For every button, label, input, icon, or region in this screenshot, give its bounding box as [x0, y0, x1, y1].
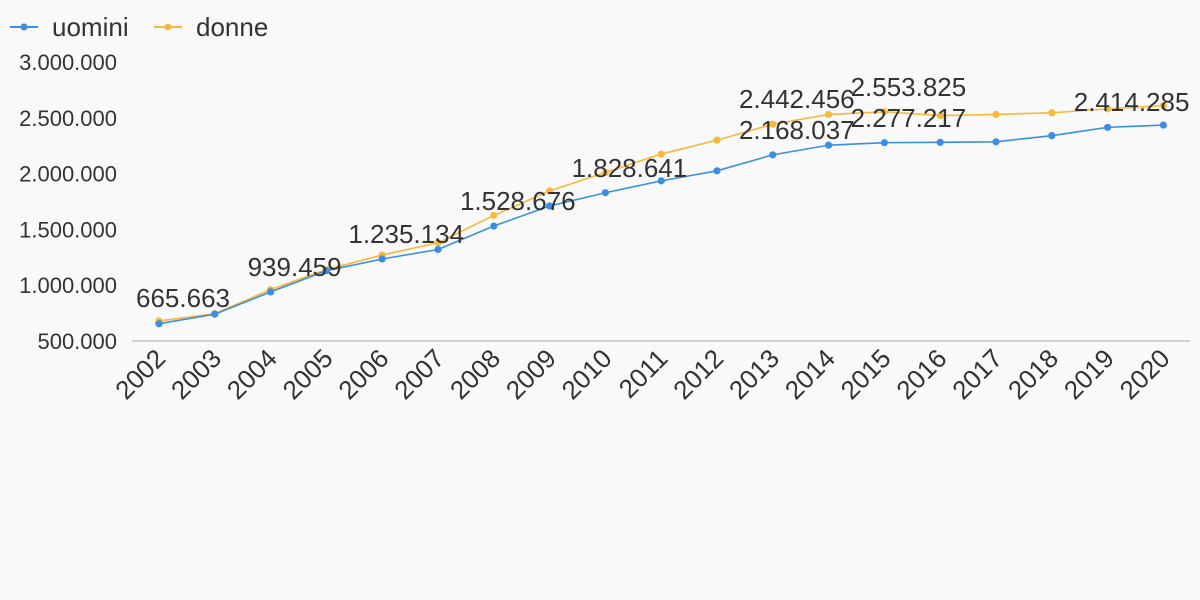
x-tick-label: 2015 [835, 343, 897, 405]
data-point-donne [434, 239, 442, 247]
data-point-uomini [211, 310, 219, 318]
x-tick-label: 2003 [165, 343, 227, 405]
data-point-donne [992, 110, 1000, 119]
y-axis: 3.000.000 2.500.000 2.000.000 1.500.000 1.00… [19, 50, 117, 354]
data-point-uomini [713, 167, 721, 175]
x-tick-label: 2007 [388, 343, 450, 405]
data-point-donne [880, 108, 889, 116]
data-label: 2.168.037 [739, 115, 855, 145]
data-point-donne [713, 136, 721, 144]
x-tick-label: 2011 [613, 343, 674, 404]
y-tick-label: 2.000.000 [19, 162, 117, 187]
x-tick-label: 2006 [332, 343, 394, 405]
data-point-donne [657, 150, 665, 158]
x-tick-label: 2016 [890, 343, 952, 405]
data-point-donne [601, 168, 610, 177]
data-label: 2.277.217 [851, 103, 967, 133]
series-donne [155, 101, 1167, 325]
data-point-uomini [267, 288, 275, 296]
x-tick-label: 2010 [556, 343, 618, 405]
data-point-uomini [1159, 121, 1167, 129]
x-tick-label: 2009 [500, 343, 562, 405]
data-point-uomini [155, 320, 163, 328]
data-label: 1.828.641 [572, 153, 688, 183]
data-labels: 665.663 939.4591.235.1341.528.6761.828.64… [136, 72, 1189, 313]
data-label: 2.553.825 [851, 72, 967, 102]
legend-marker-donne [164, 23, 172, 31]
x-tick-label: 2013 [723, 343, 785, 405]
data-point-uomini [378, 255, 386, 263]
data-point-uomini [434, 245, 442, 254]
data-point-uomini [490, 222, 498, 230]
data-label: 1.235.134 [348, 219, 464, 249]
data-point-uomini [880, 139, 889, 147]
x-tick-label: 2017 [946, 343, 1008, 405]
data-point-donne [546, 187, 554, 195]
x-tick-label: 2002 [109, 343, 171, 405]
data-point-uomini [322, 267, 330, 275]
legend: uomini donne [10, 12, 268, 42]
y-tick-label: 3.000.000 [19, 50, 117, 75]
data-point-donne [490, 211, 498, 220]
data-label: 939.459 [248, 252, 342, 282]
data-point-donne [1048, 109, 1056, 117]
x-tick-label: 2012 [667, 343, 729, 405]
y-tick-label: 1.000.000 [19, 273, 117, 298]
y-tick-label: 1.500.000 [19, 217, 117, 242]
data-point-uomini [601, 189, 610, 197]
data-label: 2.442.456 [739, 84, 855, 114]
data-point-uomini [936, 138, 944, 146]
data-point-uomini [657, 177, 665, 185]
data-point-donne [825, 110, 833, 119]
x-tick-label: 2014 [779, 343, 841, 405]
data-point-donne [936, 111, 944, 120]
data-point-uomini [1048, 132, 1056, 140]
data-point-uomini [769, 151, 777, 159]
data-point-donne [1159, 101, 1167, 110]
x-tick-label: 2018 [1002, 343, 1064, 405]
legend-label-uomini: uomini [52, 12, 129, 42]
data-point-donne [1104, 105, 1112, 113]
series-uomini [155, 121, 1167, 328]
data-label: 1.528.676 [460, 186, 576, 216]
x-tick-label: 2020 [1114, 343, 1176, 405]
data-point-uomini [1104, 123, 1112, 131]
x-tick-label: 2005 [277, 343, 339, 405]
x-axis: 2002200320042005200620072008200920102011… [109, 340, 1190, 405]
data-point-uomini [992, 138, 1000, 146]
data-point-donne [769, 120, 777, 128]
legend-label-donne: donne [196, 12, 268, 42]
data-point-uomini [825, 141, 833, 149]
legend-marker-uomini [20, 23, 28, 31]
series-line-donne [158, 104, 1164, 322]
x-tick-label: 2019 [1058, 343, 1120, 405]
y-tick-label: 500.000 [37, 329, 117, 354]
x-tick-label: 2008 [444, 343, 506, 405]
y-tick-label: 2.500.000 [19, 106, 117, 131]
data-label: 2.414.285 [1074, 87, 1190, 117]
x-tick-label: 2004 [221, 343, 283, 405]
series-layer [155, 101, 1167, 328]
data-point-uomini [546, 202, 554, 210]
data-label: 665.663 [136, 283, 230, 313]
